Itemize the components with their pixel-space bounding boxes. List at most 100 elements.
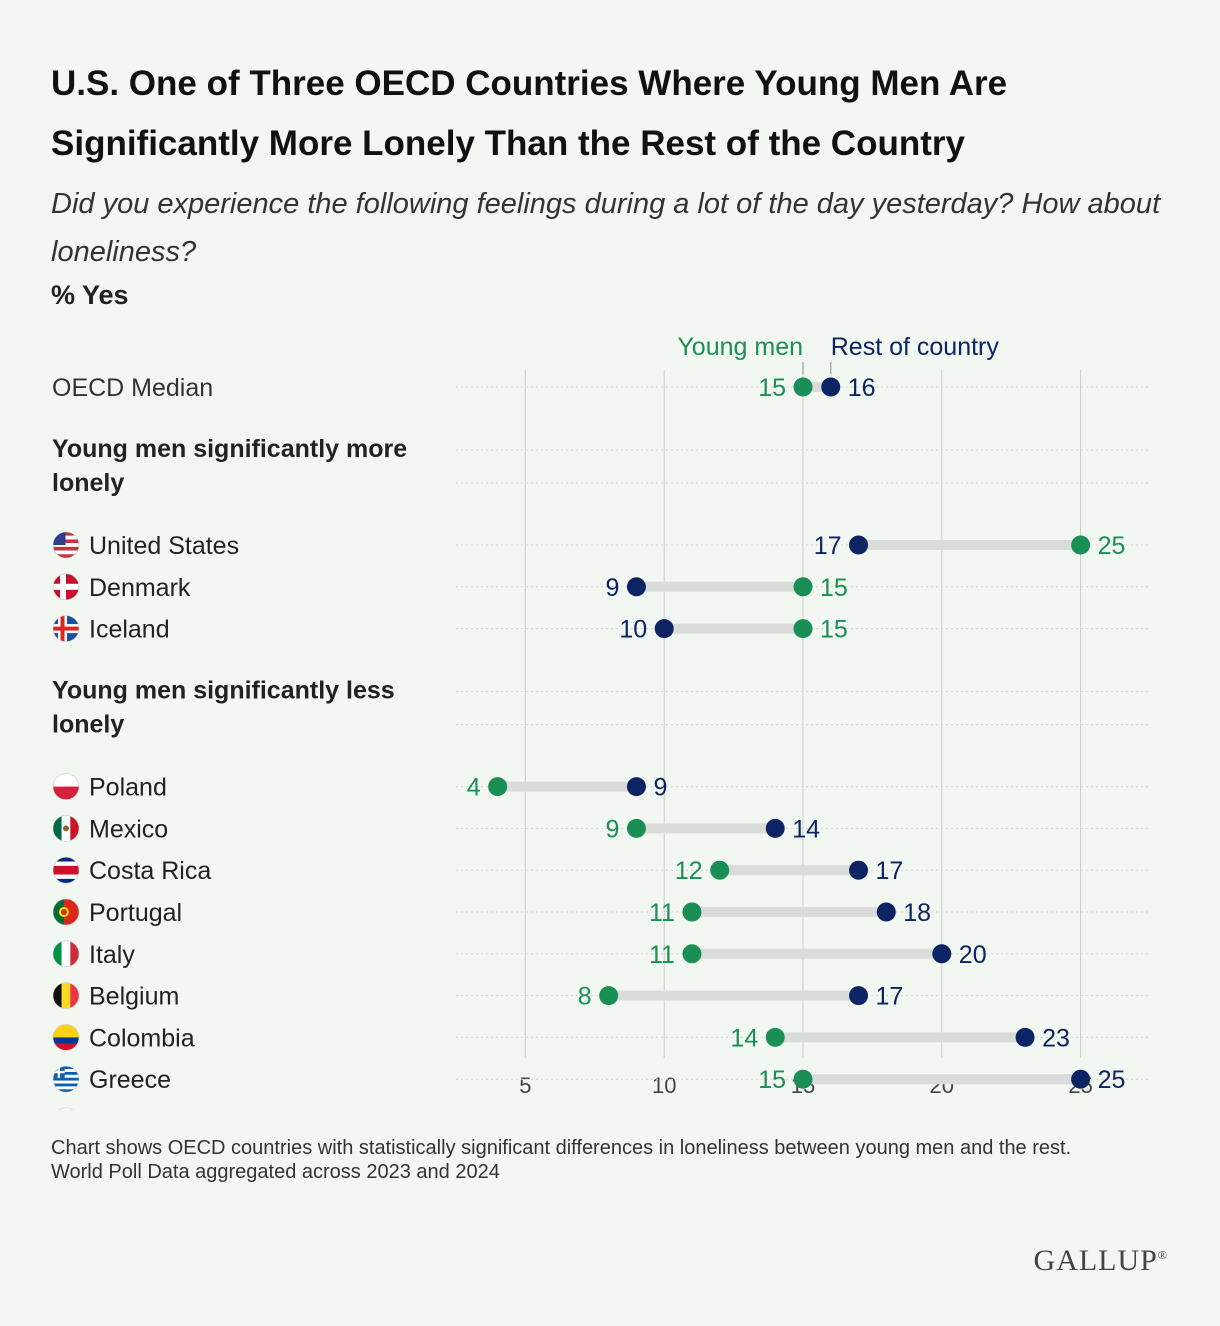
greece-flag-icon [53,1066,79,1093]
group-header: Young men significantly less lonely [52,677,395,739]
rest-of-country-dot [1071,1069,1091,1089]
rest-value-label: 17 [876,857,904,885]
young-men-value-label: 4 [467,1108,481,1110]
young-men-dot [793,1069,813,1089]
young-men-dot [793,619,813,639]
rest-of-country-dot [626,777,646,797]
row-label: Denmark [89,574,191,602]
rest-of-country-dot [626,577,646,597]
rest-value-label: 9 [653,774,667,802]
data-row: Portugal 11 18 [52,898,931,927]
young-men-value-label: 4 [467,774,481,802]
data-row: Poland 4 9 [52,773,667,802]
young-men-dot [682,902,702,922]
young-men-value-label: 15 [758,374,786,402]
young-men-value-label: 11 [649,899,675,927]
data-row: Denmark 15 9 [52,573,848,602]
belgium-flag-icon [53,982,79,1009]
rest-of-country-dot [849,860,869,880]
young-men-value-label: 15 [820,574,848,602]
young-men-dot [710,860,730,880]
young-men-value-label: 9 [606,815,620,843]
rest-value-label: 25 [1098,1066,1126,1094]
data-row: Slovakia 4 15 [53,1107,848,1110]
young-men-value-label: 8 [578,983,592,1011]
x-tick-label: 10 [652,1073,676,1098]
data-row: Belgium 8 17 [52,982,903,1011]
row-label: Colombia [89,1024,195,1052]
rest-of-country-dot [849,535,869,555]
legend-layer: Young men Rest of country [677,333,999,374]
young-men-dot [626,818,646,838]
row-label: Mexico [89,815,168,843]
chart-subtitle: Did you experience the following feeling… [51,188,1161,268]
colombia-flag-icon [53,1024,79,1051]
rest-of-country-dot [1015,1027,1035,1047]
rest-value-label: 18 [903,899,931,927]
young-men-dot [599,986,619,1006]
rest-of-country-dot [654,619,674,639]
row-label: Portugal [89,899,182,927]
young-men-value-label: 11 [649,941,675,969]
row-label: OECD Median [52,374,213,402]
young-men-value-label: 25 [1098,532,1126,560]
group-header-label: Young men significantly more lonely [52,435,407,497]
row-label: Poland [89,774,167,802]
row-label: Iceland [89,616,170,644]
data-row: Greece 15 25 [52,1065,1126,1094]
footnote-line-2: World Poll Data aggregated across 2023 a… [51,1161,500,1183]
legend-rest-of-country: Rest of country [831,333,1000,361]
rest-value-label: 9 [606,574,620,602]
rest-of-country-dot [765,818,785,838]
young-men-value-label: 12 [675,857,703,885]
young-men-value-label: 14 [730,1024,758,1052]
italy-flag-icon [53,940,79,967]
rest-value-label: 15 [820,1108,848,1110]
slovakia-flag-icon [53,1108,79,1110]
young-men-dot [682,944,702,964]
data-row: Costa Rica 12 17 [52,856,904,885]
young-men-value-label: 15 [758,1066,786,1094]
rest-of-country-dot [876,902,896,922]
denmark-flag-icon [53,573,79,600]
data-row: Mexico 9 14 [52,815,820,843]
rest-of-country-dot [821,377,841,397]
young-men-dot [793,577,813,597]
rest-value-label: 14 [792,815,820,843]
rest-value-label: 20 [959,941,987,969]
rest-value-label: 17 [814,532,842,560]
row-label: Belgium [89,983,179,1011]
group-header-label: Young men significantly less lonely [52,677,395,739]
brand-text: GALLUP [1033,1244,1158,1277]
data-row: Iceland 15 10 [52,615,848,644]
x-tick-label: 5 [519,1073,531,1098]
group-header: Young men significantly more lonely [52,435,407,497]
dumbbell-chart: 5 10 15 20 25 OECD Median 15 16 Young men signi… [52,333,1150,1110]
young-men-dot [765,1027,785,1047]
poland-flag-icon [53,773,79,800]
rest-value-label: 10 [619,616,647,644]
chart-title: U.S. One of Three OECD Countries Where Y… [51,64,1008,163]
legend-young-men: Young men [677,333,803,361]
row-layer: OECD Median 15 16 Young men significantly m… [52,374,1125,1110]
data-row: United States 25 17 [52,531,1126,560]
portugal-flag-icon [53,899,79,925]
rest-value-label: 23 [1042,1024,1070,1052]
rest-of-country-dot [932,944,952,964]
mexico-flag-icon [53,815,79,842]
row-label: Italy [89,941,135,969]
data-row: OECD Median 15 16 [52,374,876,402]
gallup-logo: GALLUP® [1033,1244,1168,1277]
row-label: Greece [89,1066,171,1094]
young-men-value-label: 15 [820,616,848,644]
row-label: United States [89,532,239,560]
footnote: Chart shows OECD countries with statisti… [51,1136,1181,1184]
data-row: Colombia 14 23 [52,1024,1070,1052]
iceland-flag-icon [53,615,79,642]
young-men-dot [1071,535,1091,555]
costa-rica-flag-icon [53,857,79,884]
rest-of-country-dot [849,986,869,1006]
young-men-dot [488,777,508,797]
rest-value-label: 16 [848,374,876,402]
footnote-line-1: Chart shows OECD countries with statisti… [51,1137,1072,1159]
